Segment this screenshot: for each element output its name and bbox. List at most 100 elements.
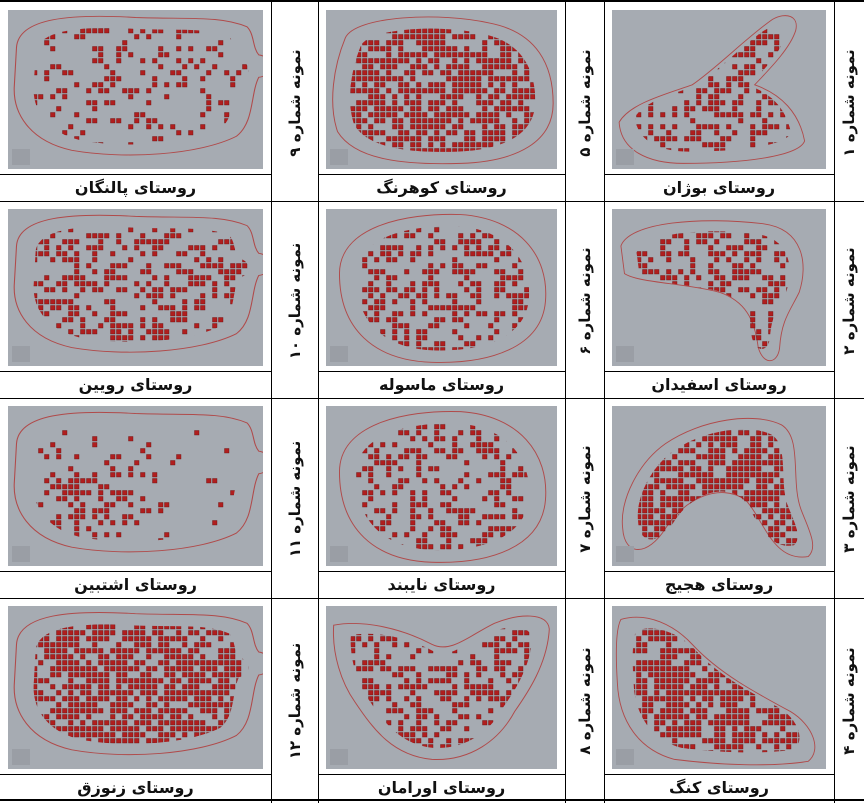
label-prefix: نمونه شماره xyxy=(840,445,858,539)
label-prefix: نمونه شماره xyxy=(840,246,858,340)
village-caption: روستای رویین xyxy=(78,375,193,394)
scale-marker xyxy=(330,346,348,362)
sample-cell: روستای پالنگان xyxy=(0,4,271,201)
caption-divider xyxy=(604,371,834,372)
caption-divider xyxy=(0,571,271,572)
label-number: ۹ xyxy=(285,147,304,157)
column-divider xyxy=(271,2,272,803)
label-prefix: نمونه شماره xyxy=(575,246,594,340)
label-number: ۲ xyxy=(840,345,858,355)
label-number: ۸ xyxy=(575,745,594,755)
settlement-boundary xyxy=(13,411,263,553)
settlement-boundary xyxy=(620,220,804,362)
settlement-boundary xyxy=(338,213,547,363)
label-number: ۱ xyxy=(840,147,858,157)
caption-divider xyxy=(0,371,271,372)
caption-divider xyxy=(0,174,271,175)
label-prefix: نمونه شماره xyxy=(575,646,594,740)
building-footprints xyxy=(637,430,798,546)
column-divider xyxy=(565,2,566,803)
label-number: ۷ xyxy=(575,543,594,553)
village-caption: روستای ماسوله xyxy=(378,375,505,394)
settlement-boundary xyxy=(13,214,263,353)
caption-divider xyxy=(318,174,565,175)
sample-number-label: نمونه شماره ۱۲ xyxy=(286,642,304,759)
village-map xyxy=(612,406,826,566)
sample-cell: روستای اورامان xyxy=(318,600,565,801)
row-divider xyxy=(0,598,864,599)
scale-marker xyxy=(330,749,348,765)
settlement-boundary xyxy=(615,616,816,766)
sample-number-cell: نمونه شماره ۹ xyxy=(271,4,318,201)
sample-cell: روستای کنگ xyxy=(604,600,834,801)
sample-number-cell: نمونه شماره ۱ xyxy=(834,4,864,201)
settlement-boundary xyxy=(332,615,550,760)
settlement-boundary xyxy=(618,15,806,164)
sample-number-label: نمونه شماره ۹ xyxy=(286,49,304,156)
sample-cell: روستای بوژان xyxy=(604,4,834,201)
label-number: ۴ xyxy=(840,745,858,755)
village-map-drawing xyxy=(12,15,263,165)
caption-divider xyxy=(318,371,565,372)
building-footprints xyxy=(356,226,530,351)
building-footprints xyxy=(350,627,533,749)
village-caption: روستای نایبند xyxy=(387,575,496,594)
sample-cell: روستای اسفیدان xyxy=(604,203,834,398)
sample-number-label: نمونه شماره ۵ xyxy=(576,49,594,156)
sample-number-cell: نمونه شماره ۷ xyxy=(565,400,604,598)
label-prefix: نمونه شماره xyxy=(285,440,304,534)
label-prefix: نمونه شماره xyxy=(840,646,858,740)
sample-number-cell: نمونه شماره ۱۲ xyxy=(271,600,318,801)
village-map-drawing xyxy=(330,213,547,363)
caption-divider xyxy=(604,774,834,775)
village-caption: روستای پالنگان xyxy=(74,178,197,197)
label-number: ۶ xyxy=(575,345,594,355)
sample-cell: روستای کوهرنگ xyxy=(318,4,565,201)
label-prefix: نمونه شماره xyxy=(285,242,304,336)
village-caption: روستای کوهرنگ xyxy=(376,178,507,197)
sample-number-cell: نمونه شماره ۵ xyxy=(565,4,604,201)
building-footprints xyxy=(33,424,248,542)
village-map xyxy=(326,10,557,169)
scale-marker xyxy=(616,546,634,562)
settlement-boundary xyxy=(332,16,554,165)
label-prefix: نمونه شماره xyxy=(575,445,594,539)
scale-marker xyxy=(12,346,30,362)
row-divider xyxy=(0,398,864,399)
caption-divider xyxy=(604,174,834,175)
label-prefix: نمونه شماره xyxy=(285,642,304,736)
label-number: ۳ xyxy=(840,543,858,553)
sample-number-cell: نمونه شماره ۳ xyxy=(834,400,864,598)
sample-number-label: نمونه شماره ۱ xyxy=(840,49,858,156)
village-map-drawing xyxy=(12,411,263,562)
label-number: ۱۲ xyxy=(285,740,304,759)
sample-number-cell: نمونه شماره ۶ xyxy=(565,203,604,398)
scale-marker xyxy=(12,749,30,765)
caption-divider xyxy=(0,774,271,775)
village-map xyxy=(612,10,826,169)
settlement-boundary xyxy=(13,15,263,156)
sample-number-cell: نمونه شماره ۱۰ xyxy=(271,203,318,398)
sample-number-label: نمونه شماره ۲ xyxy=(840,247,858,354)
scale-marker xyxy=(616,749,634,765)
sample-cell: روستای هجیج xyxy=(604,400,834,598)
column-divider xyxy=(318,2,319,803)
sample-cell: روستای نایبند xyxy=(318,400,565,598)
village-map xyxy=(8,406,263,566)
sample-number-label: نمونه شماره ۶ xyxy=(576,247,594,354)
caption-divider xyxy=(604,571,834,572)
village-map xyxy=(326,209,557,366)
settlement-boundary xyxy=(13,612,263,756)
sample-number-cell: نمونه شماره ۱۱ xyxy=(271,400,318,598)
caption-divider xyxy=(318,571,565,572)
building-footprints xyxy=(356,424,530,550)
village-map xyxy=(612,606,826,769)
sample-cell: روستای زنوزق xyxy=(0,600,271,801)
sample-number-label: نمونه شماره ۳ xyxy=(840,445,858,552)
sample-cell: روستای اشتبین xyxy=(0,400,271,598)
scale-marker xyxy=(330,149,348,165)
label-number: ۵ xyxy=(575,147,594,157)
scale-marker xyxy=(12,149,30,165)
building-footprints xyxy=(350,28,536,152)
